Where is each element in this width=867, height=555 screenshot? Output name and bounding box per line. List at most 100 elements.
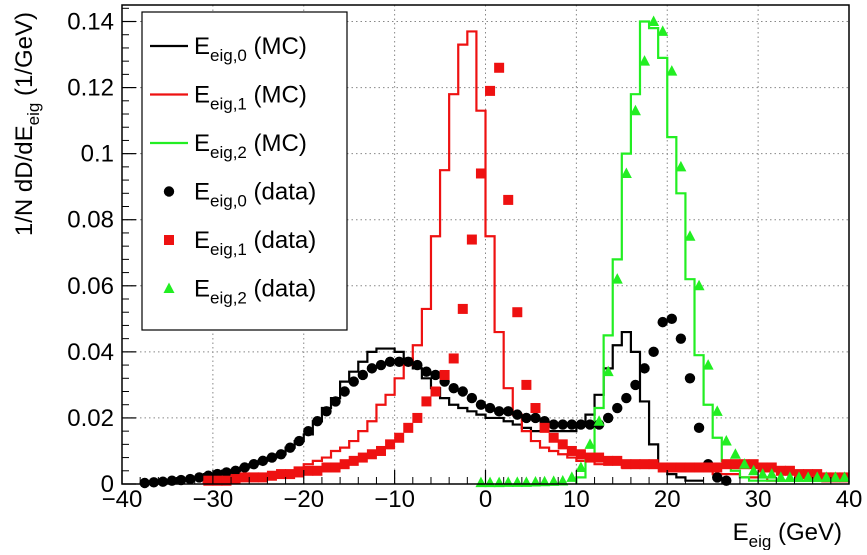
data-point-0 [548, 419, 559, 430]
data-point-2 [720, 435, 732, 446]
data-point-0 [566, 419, 578, 430]
data-point-1 [339, 459, 350, 470]
data-point-0 [693, 422, 705, 434]
data-point-0 [639, 363, 650, 374]
data-point-0 [330, 396, 341, 407]
data-point-1 [721, 459, 732, 470]
data-point-1 [212, 475, 223, 486]
data-point-1 [666, 462, 677, 473]
data-point-0 [357, 369, 369, 381]
data-point-0 [512, 409, 523, 420]
data-point-1 [385, 439, 396, 450]
data-point-1 [330, 462, 341, 473]
data-point-1 [303, 465, 314, 476]
data-point-0 [303, 425, 314, 437]
axes: −40 −30 −20 −10 0 10 20 30 40 0 0.02 0.04 0.06 0.08 0.… [67, 7, 863, 513]
data-point-1 [430, 386, 441, 397]
y-tick-label: 0.02 [67, 405, 114, 432]
data-point-0 [621, 392, 632, 404]
data-point-2 [748, 464, 760, 476]
data-point-0 [475, 399, 487, 410]
data-point-2 [729, 448, 741, 459]
data-points [139, 15, 850, 489]
data-point-1 [757, 462, 768, 473]
data-point-2 [784, 471, 796, 482]
legend: Eeig,0 (MC) Eeig,1 (MC) Eeig,2 (MC) Eeig,0 … [141, 11, 348, 331]
data-point-1 [239, 472, 250, 483]
data-point-1 [412, 412, 423, 423]
data-point-1 [230, 474, 241, 485]
data-point-0 [403, 356, 414, 367]
data-point-2 [811, 471, 823, 482]
data-point-1 [639, 459, 650, 470]
legend-box [141, 11, 348, 331]
data-point-1 [730, 459, 741, 470]
data-point-1 [630, 459, 641, 470]
data-point-1 [539, 422, 550, 433]
data-point-1 [294, 467, 305, 478]
data-point-0 [448, 383, 459, 394]
data-point-1 [221, 475, 232, 486]
data-point-0 [157, 476, 169, 487]
data-point-2 [584, 438, 596, 449]
data-point-1 [421, 396, 432, 407]
data-point-0 [584, 419, 596, 430]
data-point-1 [775, 465, 786, 476]
x-tick-label: 10 [563, 486, 590, 513]
data-point-1 [621, 459, 632, 470]
data-point-1 [439, 369, 450, 380]
data-point-2 [775, 471, 787, 482]
data-point-1 [694, 462, 705, 473]
y-tick-label: 0.14 [67, 9, 114, 36]
y-tick-label: 0.08 [67, 207, 114, 234]
data-point-2 [575, 461, 587, 472]
data-point-1 [203, 475, 214, 486]
data-point-1 [448, 353, 459, 364]
data-point-2 [838, 471, 850, 482]
x-tick-label: −40 [102, 486, 143, 513]
legend-label: Eeig,0 (data) [194, 179, 316, 211]
data-point-1 [466, 234, 477, 245]
data-point-1 [748, 459, 759, 470]
x-tick-label: 0 [479, 486, 492, 513]
data-point-2 [611, 273, 623, 284]
data-point-0 [657, 316, 668, 328]
data-point-1 [521, 379, 532, 390]
data-point-2 [693, 279, 705, 291]
data-point-1 [512, 307, 523, 318]
data-point-0 [266, 452, 278, 463]
data-point-2 [711, 405, 723, 416]
data-point-2 [829, 471, 841, 482]
x-tick-label: −30 [193, 486, 234, 513]
x-tick-label: 40 [836, 486, 863, 513]
data-point-0 [257, 455, 269, 467]
data-point-0 [275, 449, 287, 460]
data-point-0 [294, 435, 305, 447]
data-point-0 [239, 462, 250, 473]
data-point-0 [648, 346, 659, 358]
data-point-1 [266, 470, 277, 481]
data-point-0 [530, 412, 541, 424]
data-point-0 [557, 419, 568, 430]
data-point-1 [566, 445, 577, 456]
data-point-2 [657, 25, 669, 36]
data-point-2 [675, 160, 687, 172]
y-tick-label: 0.06 [67, 273, 114, 300]
data-point-0 [712, 472, 723, 483]
data-point-2 [666, 65, 678, 76]
data-point-0 [421, 366, 432, 377]
data-point-0 [184, 473, 196, 485]
data-point-1 [648, 459, 659, 470]
data-point-1 [557, 439, 568, 450]
data-point-2 [738, 458, 750, 469]
data-point-0 [248, 458, 259, 470]
data-point-1 [784, 465, 795, 476]
legend-label: Eeig,2 (MC) [194, 130, 307, 162]
data-point-1 [603, 455, 614, 466]
data-point-0 [675, 333, 687, 344]
data-point-1 [348, 455, 359, 466]
data-point-1 [394, 432, 405, 443]
x-tick-label: −20 [283, 486, 324, 513]
data-point-1 [257, 472, 268, 483]
